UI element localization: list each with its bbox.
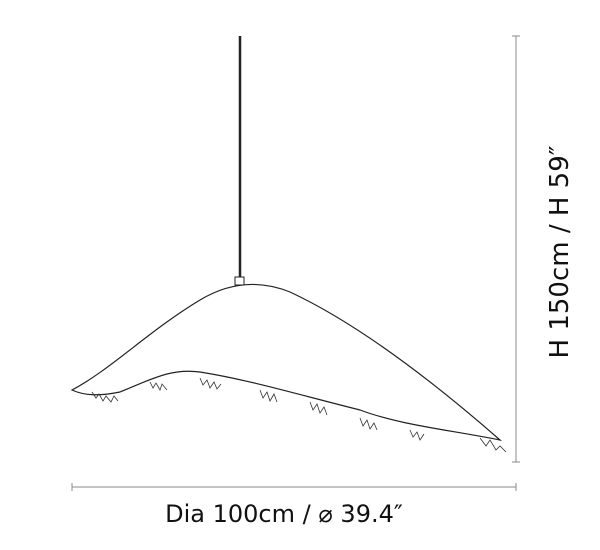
height-label: H 150cm / H 59″ <box>545 145 575 358</box>
width-label: Dia 100cm / ⌀ 39.4″ <box>165 500 403 528</box>
shade-outline <box>70 283 503 442</box>
shade-fringe <box>91 377 507 453</box>
canopy <box>234 276 245 286</box>
